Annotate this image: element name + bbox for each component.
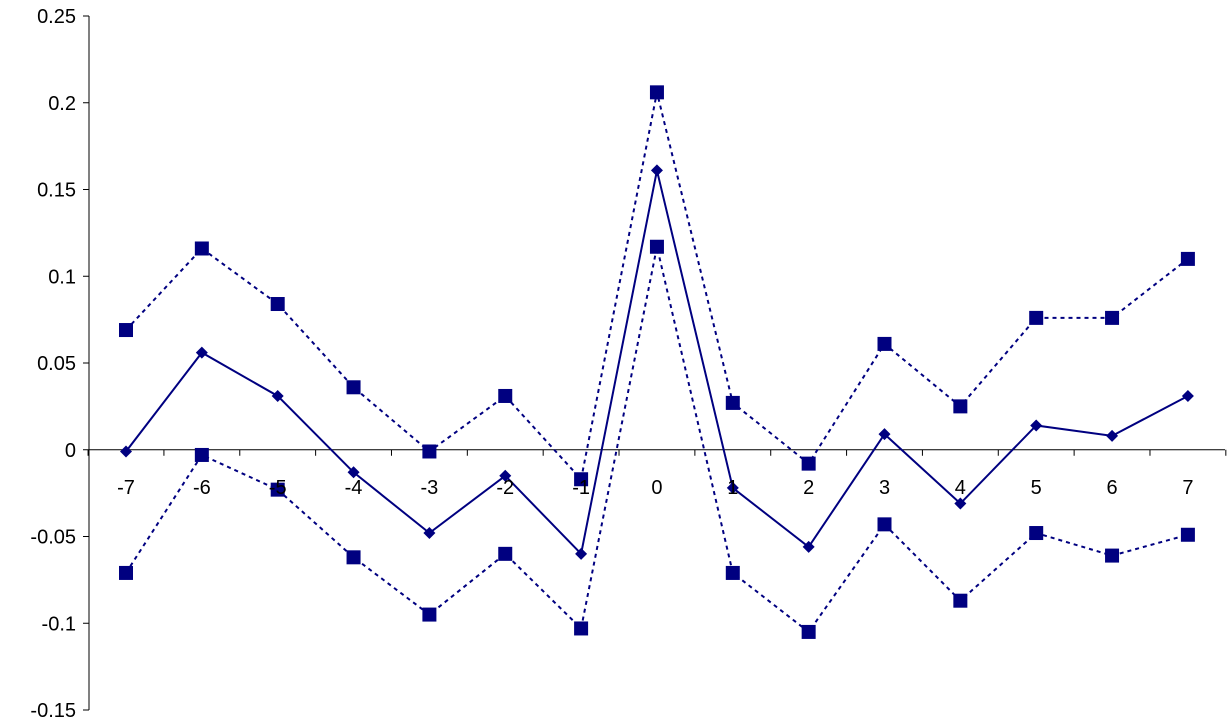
data-point-estimate	[650, 164, 663, 177]
data-point-upper-band	[725, 395, 740, 410]
data-point-upper-band	[119, 323, 133, 338]
data-point-lower-band	[270, 482, 285, 497]
data-point-estimate	[954, 497, 967, 510]
y-tick-label: 0.25	[37, 6, 76, 28]
data-point-estimate	[802, 540, 815, 553]
series-line-lower-band	[125, 246, 1189, 634]
data-point-lower-band	[498, 546, 513, 561]
series-estimate	[120, 164, 1194, 560]
data-point-estimate	[347, 466, 360, 479]
data-point-lower-band	[119, 565, 133, 580]
x-tick-label: 3	[879, 477, 890, 499]
y-tick-labels: -0.15 -0.1 -0.05 0 0.05 0.1 0.15 0.2 0.25	[30, 6, 76, 722]
data-point-estimate	[1030, 419, 1043, 432]
data-point-estimate	[120, 445, 132, 458]
data-point-lower-band	[877, 517, 892, 532]
data-point-lower-band	[725, 565, 740, 580]
x-tick-label: -2	[496, 477, 514, 499]
y-tick-label: -0.1	[42, 613, 76, 635]
x-tick-label: 2	[803, 477, 814, 499]
x-tick-label: -3	[421, 477, 439, 499]
data-point-estimate	[499, 469, 512, 482]
data-point-lower-band	[1180, 527, 1195, 542]
data-point-upper-band	[1029, 310, 1044, 325]
x-tick-labels: -7 -6 -5 -4 -3 -2 -1 0 1 2 3 4 5 6 7	[117, 477, 1193, 499]
y-tick-label: -0.15	[30, 700, 76, 722]
data-point-upper-band	[422, 444, 437, 459]
data-point-estimate	[1106, 429, 1119, 442]
series-upper-band	[119, 85, 1195, 487]
x-tick-label: 0	[651, 477, 662, 499]
data-point-estimate	[878, 428, 891, 441]
data-point-lower-band	[1105, 548, 1120, 563]
data-point-estimate	[1181, 389, 1194, 402]
series-lower-band	[119, 239, 1195, 639]
y-tick-label: 0.05	[37, 353, 76, 375]
x-tick-label: -7	[117, 477, 135, 499]
y-tick-label: 0.1	[48, 266, 76, 288]
y-tick-label: -0.05	[30, 527, 76, 549]
data-point-lower-band	[574, 621, 589, 636]
data-point-upper-band	[1105, 310, 1120, 325]
x-tick-label: -5	[269, 477, 287, 499]
x-tick-label: -1	[572, 477, 590, 499]
data-point-lower-band	[801, 624, 816, 639]
data-point-upper-band	[194, 241, 209, 256]
x-tick-label: 1	[727, 477, 738, 499]
data-point-lower-band	[346, 550, 361, 565]
x-tick-label: 6	[1106, 477, 1117, 499]
data-point-upper-band	[801, 456, 816, 471]
y-tick-label: 0.15	[37, 180, 76, 202]
data-point-lower-band	[1029, 526, 1044, 541]
data-point-upper-band	[270, 297, 285, 312]
data-point-upper-band	[1180, 251, 1195, 266]
data-point-estimate	[271, 389, 284, 402]
data-point-lower-band	[649, 239, 664, 254]
data-point-upper-band	[346, 380, 361, 395]
data-point-upper-band	[953, 399, 968, 414]
y-tick-label: 0	[65, 440, 76, 462]
x-tick-label: -6	[193, 477, 211, 499]
data-point-estimate	[195, 346, 208, 359]
series-layer	[119, 85, 1195, 639]
x-tick-label: 5	[1031, 477, 1042, 499]
y-axis-ticks	[83, 15, 89, 711]
data-point-upper-band	[498, 388, 513, 403]
data-point-lower-band	[194, 447, 209, 462]
data-point-upper-band	[574, 472, 589, 487]
y-tick-label: 0.2	[48, 93, 76, 115]
data-point-estimate	[575, 547, 588, 560]
data-point-estimate	[726, 481, 739, 494]
data-point-upper-band	[877, 336, 892, 351]
data-point-estimate	[423, 527, 436, 540]
x-tick-label: 7	[1182, 477, 1193, 499]
x-tick-label: 4	[955, 477, 966, 499]
data-point-lower-band	[953, 593, 968, 608]
data-point-upper-band	[649, 85, 664, 100]
x-axis-ticks	[87, 449, 1227, 456]
data-point-lower-band	[422, 607, 437, 622]
x-tick-label: -4	[345, 477, 363, 499]
series-line-upper-band	[125, 92, 1189, 482]
